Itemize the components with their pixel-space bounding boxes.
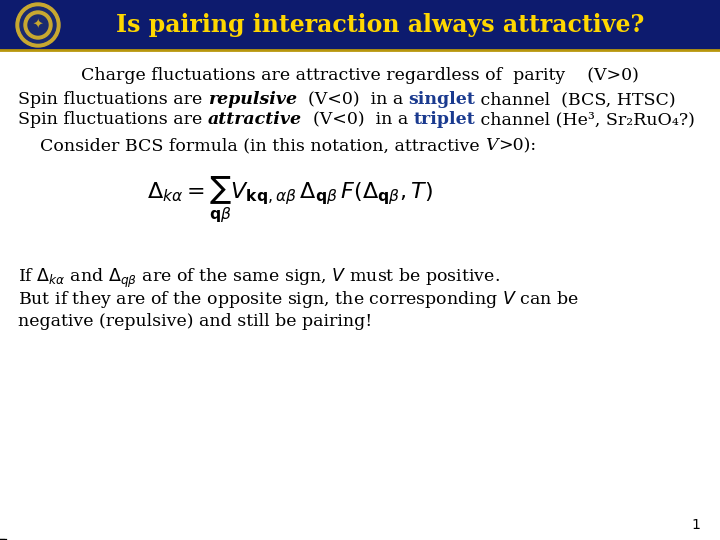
Text: singlet: singlet — [408, 91, 475, 109]
Text: ✦: ✦ — [32, 18, 43, 31]
Text: But if they are of the opposite sign, the corresponding $\mathit{V}$ can be: But if they are of the opposite sign, th… — [18, 289, 579, 310]
Circle shape — [24, 11, 52, 39]
Text: V: V — [485, 138, 498, 154]
Text: (V<0)  in a: (V<0) in a — [302, 111, 413, 129]
Text: Consider BCS formula (in this notation, attractive: Consider BCS formula (in this notation, … — [18, 138, 485, 154]
Text: triplet: triplet — [413, 111, 475, 129]
Text: channel (He³, Sr₂RuO₄?): channel (He³, Sr₂RuO₄?) — [475, 111, 695, 129]
Circle shape — [28, 15, 48, 35]
Text: Charge fluctuations are attractive regardless of  parity    (V>0): Charge fluctuations are attractive regar… — [81, 66, 639, 84]
Text: Spin fluctuations are: Spin fluctuations are — [18, 111, 208, 129]
Text: If $\Delta_{k\alpha}$ and $\Delta_{q\beta}$ are of the same sign, $V$ must be po: If $\Delta_{k\alpha}$ and $\Delta_{q\bet… — [18, 266, 500, 289]
Text: attractive: attractive — [208, 111, 302, 129]
Text: negative (repulsive) and still be pairing!: negative (repulsive) and still be pairin… — [18, 314, 372, 330]
Text: channel  (BCS, HTSC): channel (BCS, HTSC) — [475, 91, 676, 109]
Text: 1: 1 — [691, 518, 700, 532]
Text: $\Delta_{k\alpha} = \sum_{\mathbf{q}\beta} V_{\mathbf{kq},\alpha\beta}\,\Delta_{: $\Delta_{k\alpha} = \sum_{\mathbf{q}\bet… — [147, 175, 433, 225]
Text: Spin fluctuations are: Spin fluctuations are — [18, 91, 208, 109]
Text: (V<0)  in a: (V<0) in a — [297, 91, 408, 109]
Text: repulsive: repulsive — [208, 91, 297, 109]
Text: Is pairing interaction always attractive?: Is pairing interaction always attractive… — [116, 13, 644, 37]
Bar — [0, 0, 720, 50]
Text: >0):: >0): — [498, 138, 536, 154]
Circle shape — [20, 7, 56, 43]
Circle shape — [16, 3, 60, 47]
